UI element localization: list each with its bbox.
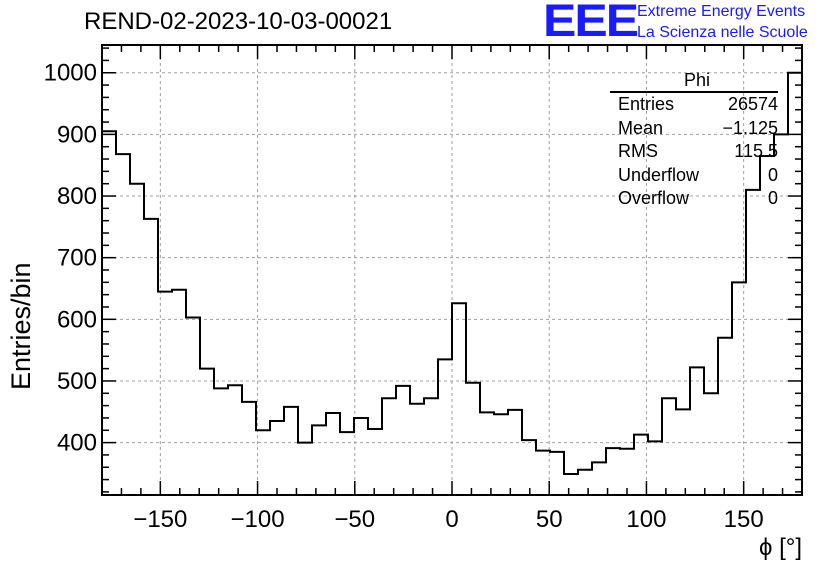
x-tick-label: 150 (724, 506, 764, 533)
stats-label: Underflow (618, 164, 699, 188)
stats-label: RMS (618, 140, 658, 164)
y-tick-label: 700 (57, 245, 97, 272)
x-tick-label: 0 (445, 506, 458, 533)
y-tick-label: 400 (57, 430, 97, 457)
x-tick-label: −100 (231, 506, 285, 533)
x-tick-label: −150 (133, 506, 187, 533)
stats-title: Phi (610, 70, 778, 93)
eee-logo: EEE (543, 0, 637, 43)
stats-value: 26574 (728, 93, 778, 117)
x-tick-label: 50 (536, 506, 563, 533)
stats-row-rms: RMS 115.5 (610, 140, 778, 164)
chart-title: REND-02-2023-10-03-00021 (84, 8, 392, 36)
stats-row-underflow: Underflow 0 (610, 164, 778, 188)
x-tick-label: 100 (626, 506, 666, 533)
y-tick-label: 600 (57, 306, 97, 333)
stats-label: Overflow (618, 187, 689, 211)
stats-value: −1.125 (722, 117, 778, 141)
x-axis-label: ϕ [°] (759, 534, 802, 562)
stats-row-entries: Entries 26574 (610, 93, 778, 117)
stats-value: 0 (768, 187, 778, 211)
stats-row-overflow: Overflow 0 (610, 187, 778, 211)
x-tick-label: −50 (334, 506, 375, 533)
logo-line-2: La Scienza nelle Scuole (637, 24, 808, 42)
stats-box: Phi Entries 26574 Mean −1.125 RMS 115.5 Und… (610, 70, 778, 211)
logo-line-1: Extreme Energy Events (637, 3, 805, 21)
stats-row-mean: Mean −1.125 (610, 117, 778, 141)
stats-value: 0 (768, 164, 778, 188)
y-tick-label: 1000 (44, 60, 97, 87)
stats-label: Entries (618, 93, 674, 117)
y-axis-label: Entries/bin (6, 262, 37, 390)
stats-label: Mean (618, 117, 663, 141)
y-tick-label: 500 (57, 368, 97, 395)
y-tick-label: 800 (57, 183, 97, 210)
y-tick-label: 900 (57, 121, 97, 148)
stats-value: 115.5 (734, 140, 778, 164)
